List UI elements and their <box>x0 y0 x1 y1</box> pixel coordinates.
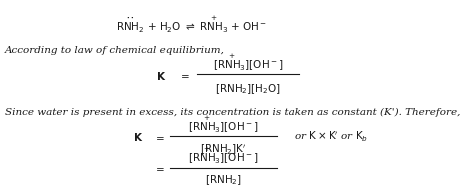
Text: $=$: $=$ <box>153 164 164 173</box>
Text: $\overset{\boldsymbol{\cdot\cdot}}{\mathrm{RNH_2}}$ $+$ $\mathrm{H_2O}$ $\rightl: $\overset{\boldsymbol{\cdot\cdot}}{\math… <box>116 14 267 35</box>
Text: According to law of chemical equilibrium,: According to law of chemical equilibrium… <box>5 46 225 55</box>
Text: $[\mathrm{RNH_2}][\mathrm{H_2O}]$: $[\mathrm{RNH_2}][\mathrm{H_2O}]$ <box>215 82 281 96</box>
Text: $[\mathrm{RNH_2}]\mathrm{K'}$: $[\mathrm{RNH_2}]\mathrm{K'}$ <box>200 143 247 158</box>
Text: or $\mathrm{K} \times \mathrm{K'}$ or $\mathrm{K}_b$: or $\mathrm{K} \times \mathrm{K'}$ or $\… <box>293 130 368 144</box>
Text: $=$: $=$ <box>153 133 164 142</box>
Text: $\mathbf{K}$: $\mathbf{K}$ <box>133 131 143 143</box>
Text: $[\overset{+}{\mathrm{RNH_3}}][\mathrm{OH^-}]$: $[\overset{+}{\mathrm{RNH_3}}][\mathrm{O… <box>188 114 259 135</box>
Text: $[\mathrm{RNH_2}]$: $[\mathrm{RNH_2}]$ <box>205 173 242 187</box>
Text: Since water is present in excess, its concentration is taken as constant (K'). T: Since water is present in excess, its co… <box>5 108 461 117</box>
Text: $=$: $=$ <box>178 71 190 80</box>
Text: $[\overset{+}{\mathrm{RNH_3}}][\mathrm{OH^-}]$: $[\overset{+}{\mathrm{RNH_3}}][\mathrm{O… <box>188 146 259 166</box>
Text: $\mathbf{K}$: $\mathbf{K}$ <box>155 70 166 82</box>
Text: $[\overset{+}{\mathrm{RNH_3}}][\mathrm{OH^-}]$: $[\overset{+}{\mathrm{RNH_3}}][\mathrm{O… <box>213 52 283 73</box>
